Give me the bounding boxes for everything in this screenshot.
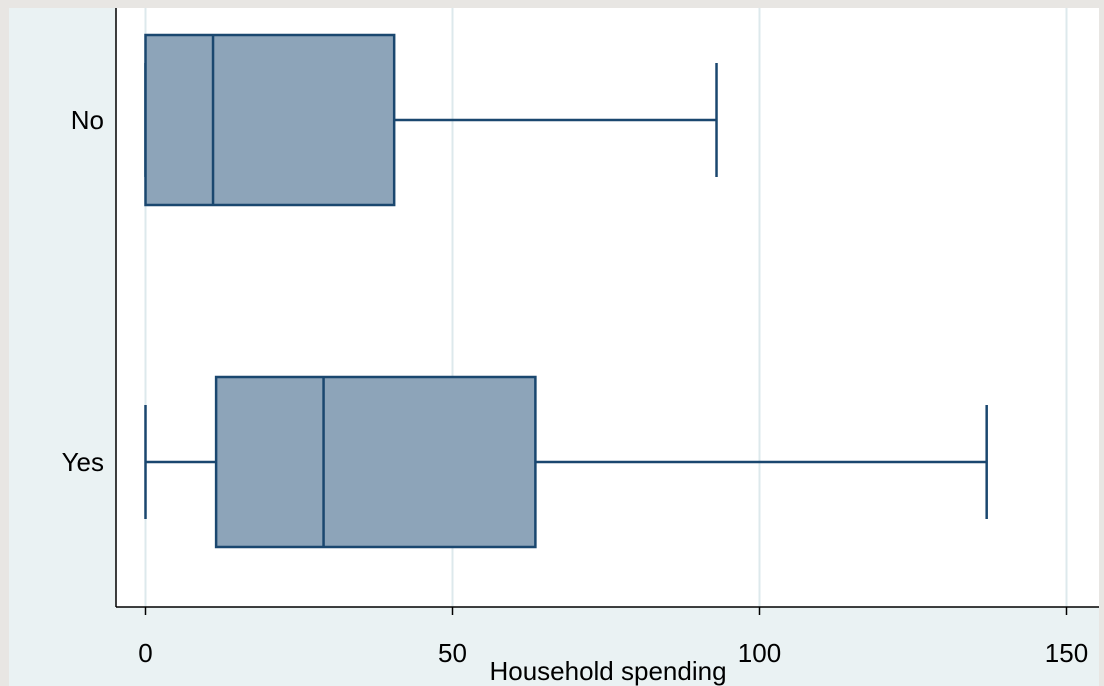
iqr-box-no xyxy=(144,33,396,207)
x-tick-label-150: 150 xyxy=(1045,638,1088,668)
category-label-yes: Yes xyxy=(62,447,104,477)
x-tick-label-50: 50 xyxy=(438,638,467,668)
category-label-no: No xyxy=(71,105,104,135)
x-axis-title: Household spending xyxy=(489,656,726,686)
box-no xyxy=(144,33,718,207)
x-axis-ticks: 0 50 100 150 xyxy=(138,607,1088,668)
iqr-box-yes xyxy=(214,375,537,549)
box-yes xyxy=(144,375,988,549)
x-tick-label-100: 100 xyxy=(738,638,781,668)
x-tick-label-0: 0 xyxy=(138,638,152,668)
y-axis-categories: No Yes xyxy=(62,105,104,477)
axes xyxy=(115,8,1099,608)
boxes xyxy=(144,33,988,549)
